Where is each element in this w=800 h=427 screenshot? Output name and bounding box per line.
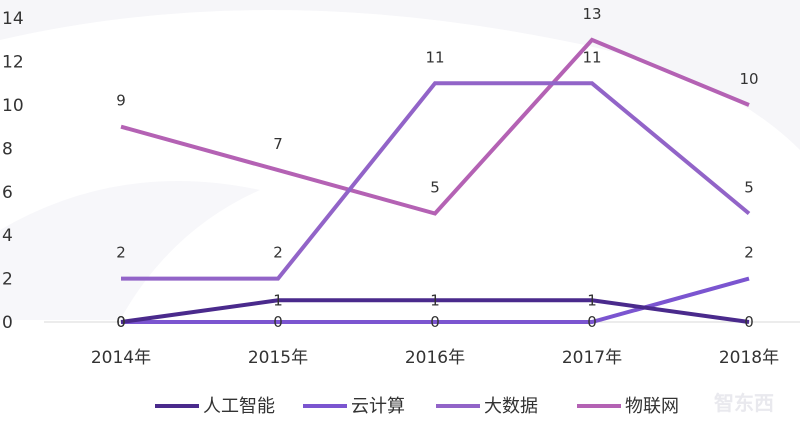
data-label: 1 [430,291,440,309]
data-label: 5 [430,179,440,197]
data-label: 7 [273,135,283,153]
y-tick-label: 14 [2,9,24,29]
y-tick-label: 10 [2,96,24,116]
x-tick-label: 2014年 [91,348,151,368]
legend-label: 云计算 [351,396,405,417]
data-label: 5 [744,179,754,197]
data-label: 1 [273,291,283,309]
data-label: 0 [116,313,126,331]
watermark-text: 智东西 [714,391,774,415]
data-label: 2 [744,244,754,262]
legend: 人工智能 云计算 大数据 物联网 [155,396,679,417]
data-label: 0 [273,313,283,331]
background-decoration [0,0,800,320]
x-tick-label: 2015年 [248,348,308,368]
y-tick-label: 2 [2,270,13,290]
data-label: 11 [425,48,444,66]
y-tick-label: 8 [2,139,13,159]
data-label: 2 [116,244,126,262]
series-lines [120,37,751,324]
data-label: 9 [116,92,126,110]
data-label: 0 [116,313,126,331]
data-label: 13 [582,5,601,23]
series-line [120,37,750,216]
y-tick-label: 6 [2,183,13,203]
x-axis: 2014年 2015年 2016年 2017年 2018年 [91,348,779,368]
data-label: 10 [739,70,758,88]
series-line [120,298,750,324]
data-label: 0 [430,313,440,331]
legend-label: 大数据 [484,396,538,417]
x-tick-label: 2018年 [719,348,779,368]
data-label: 0 [587,313,597,331]
y-tick-label: 0 [2,313,13,333]
data-label: 0 [744,313,754,331]
y-tick-label: 4 [2,226,13,246]
legend-label: 物联网 [625,396,679,417]
data-label: 2 [273,244,283,262]
legend-label: 人工智能 [203,396,275,417]
x-tick-label: 2016年 [405,348,465,368]
series-line [121,81,751,281]
data-label: 1 [587,291,597,309]
data-label: 11 [582,48,601,66]
y-axis: 0 2 4 6 8 10 12 14 [2,9,24,333]
x-tick-label: 2017年 [562,348,622,368]
y-tick-label: 12 [2,53,24,73]
